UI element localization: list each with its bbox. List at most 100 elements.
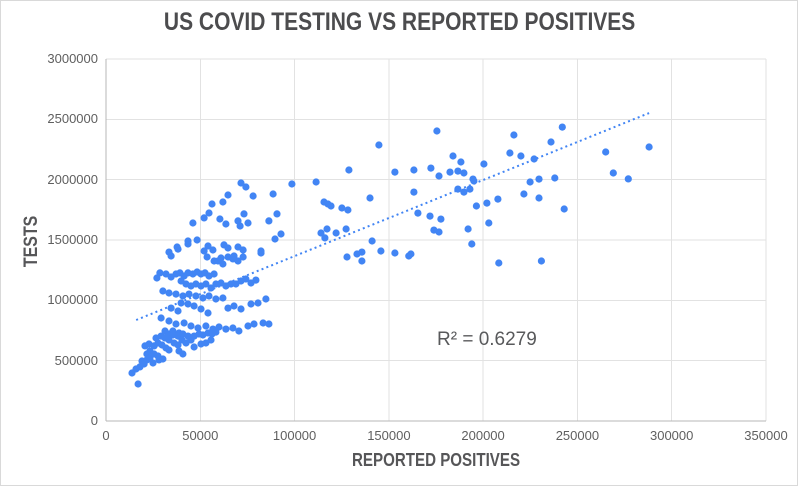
data-point <box>244 322 252 330</box>
data-point <box>189 219 197 227</box>
data-point <box>215 323 223 331</box>
data-point <box>262 295 270 303</box>
data-point <box>177 299 185 307</box>
data-point <box>222 220 230 228</box>
data-point <box>174 341 182 349</box>
data-point <box>391 249 399 257</box>
data-point <box>321 234 329 242</box>
data-point <box>435 172 443 180</box>
data-point <box>234 257 242 265</box>
y-tick-label: 1000000 <box>47 292 98 308</box>
data-point <box>530 155 538 163</box>
data-point <box>200 247 208 255</box>
x-tick-label: 200000 <box>461 428 505 443</box>
data-point <box>247 300 255 308</box>
data-point <box>184 300 192 308</box>
data-point <box>271 235 279 243</box>
data-point <box>174 245 182 253</box>
data-point <box>551 174 559 182</box>
data-point <box>366 194 374 202</box>
data-point <box>472 202 480 210</box>
data-point <box>165 317 173 325</box>
data-point <box>427 164 435 172</box>
data-point <box>343 253 351 261</box>
data-point <box>209 325 217 333</box>
data-point <box>323 225 331 233</box>
data-point <box>537 257 546 265</box>
data-point <box>602 148 610 156</box>
data-point <box>495 259 503 267</box>
data-point <box>204 242 212 250</box>
data-point <box>506 149 514 157</box>
y-tick-label: 2500000 <box>47 111 98 127</box>
data-point <box>317 229 325 237</box>
data-point <box>344 206 352 214</box>
data-point <box>526 178 534 186</box>
data-point <box>252 276 260 284</box>
data-point <box>485 219 493 227</box>
data-point <box>190 343 198 351</box>
data-point <box>645 143 653 151</box>
x-tick-label: 100000 <box>272 428 317 443</box>
data-point <box>187 322 195 330</box>
data-point <box>209 246 217 254</box>
data-point <box>558 123 566 131</box>
x-tick-label: 150000 <box>367 428 411 443</box>
data-point <box>332 229 340 237</box>
data-point <box>391 168 399 176</box>
data-point <box>194 324 202 332</box>
data-point <box>207 284 215 292</box>
data-point <box>242 275 250 283</box>
data-point <box>212 295 220 303</box>
data-point <box>466 185 474 193</box>
data-point <box>407 250 415 258</box>
data-point <box>437 215 445 223</box>
data-point <box>460 169 468 177</box>
data-point <box>288 180 296 188</box>
data-point <box>210 270 218 278</box>
y-tick-label: 3000000 <box>47 51 98 66</box>
data-point <box>457 158 465 166</box>
data-point <box>277 230 285 238</box>
data-point <box>547 138 555 146</box>
data-point <box>237 179 245 187</box>
data-point <box>159 355 167 363</box>
data-point <box>345 166 353 174</box>
data-point <box>219 260 227 268</box>
data-point <box>464 225 472 233</box>
data-point <box>200 214 208 222</box>
x-tick-label: 350000 <box>744 428 788 443</box>
y-tick-label: 2000000 <box>47 171 98 187</box>
data-point <box>224 304 232 312</box>
data-point <box>426 212 434 220</box>
data-point <box>468 240 476 248</box>
data-point <box>375 141 383 149</box>
data-point <box>236 222 244 230</box>
data-point <box>435 228 443 236</box>
data-point <box>358 257 366 265</box>
data-point <box>179 292 187 300</box>
data-point <box>454 185 462 193</box>
data-point <box>174 307 182 315</box>
data-point <box>250 320 258 328</box>
data-point <box>205 209 213 217</box>
y-tick-label: 0 <box>90 413 98 428</box>
data-point <box>342 225 350 233</box>
data-point <box>320 198 328 206</box>
data-point <box>240 210 248 218</box>
data-point <box>265 320 273 328</box>
data-point <box>269 190 277 198</box>
data-point <box>377 247 385 255</box>
data-point <box>242 183 250 191</box>
data-point <box>207 336 215 344</box>
data-point <box>229 324 237 332</box>
data-point <box>249 192 257 200</box>
data-point <box>449 152 457 160</box>
data-point <box>167 304 175 312</box>
data-point <box>230 252 238 260</box>
data-point <box>192 292 200 300</box>
data-point <box>153 274 161 282</box>
data-point <box>157 314 165 322</box>
data-point <box>210 257 218 265</box>
